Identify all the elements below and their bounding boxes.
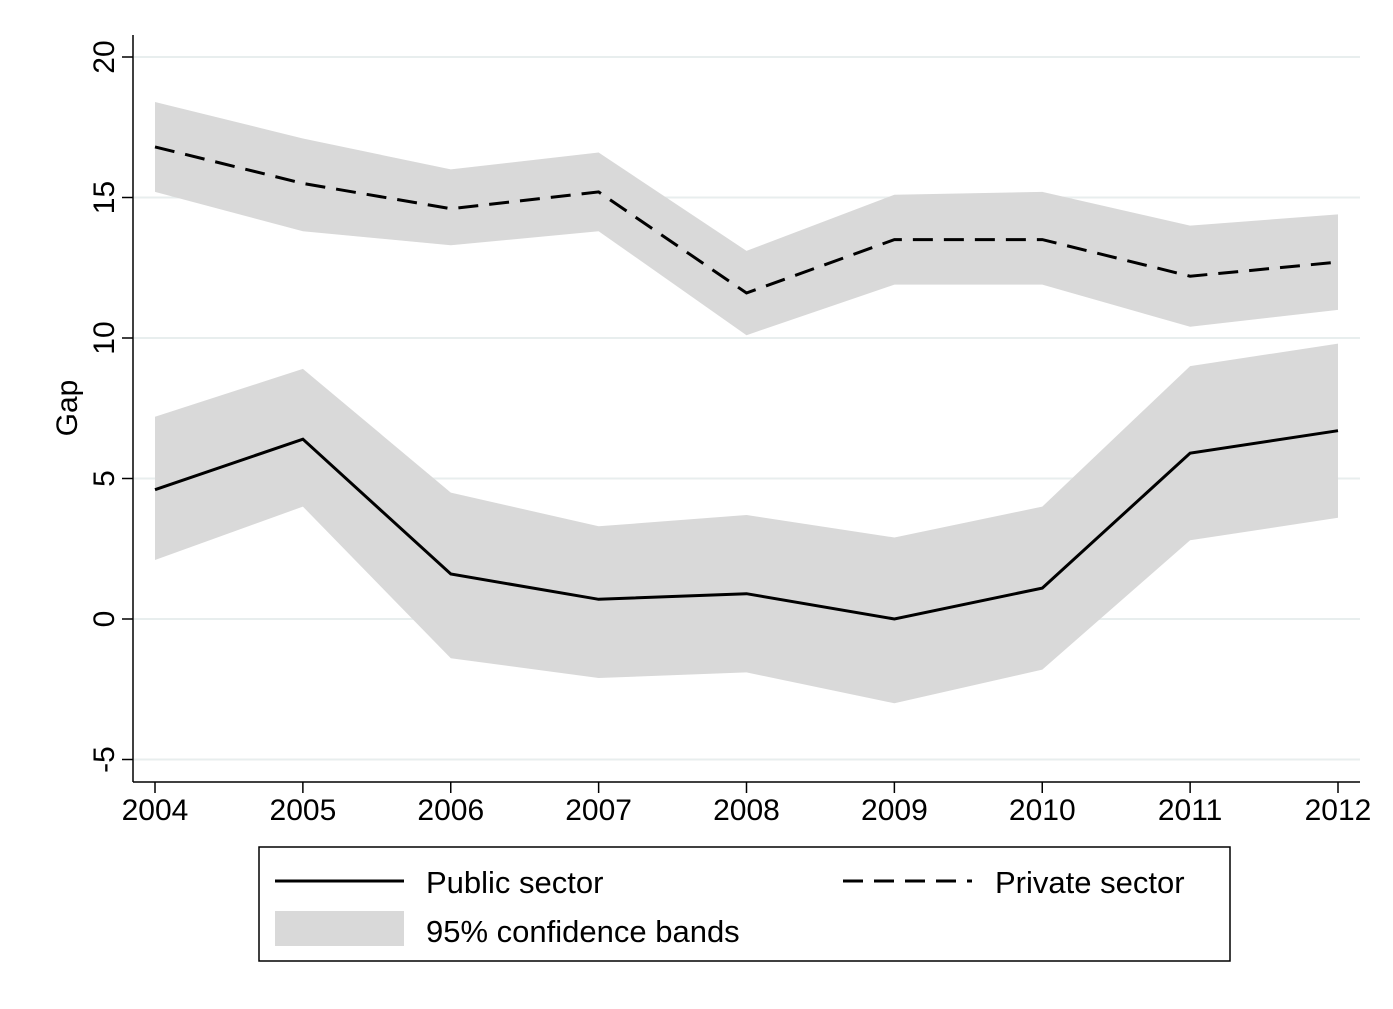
y-tick-label-15: 15 xyxy=(88,181,121,214)
x-tick-label-2004: 2004 xyxy=(122,794,189,827)
legend-private-label: Private sector xyxy=(995,865,1185,900)
x-tick-label-2012: 2012 xyxy=(1305,794,1372,827)
y-tick-labels: -5 0 5 10 15 20 xyxy=(88,40,133,773)
x-tick-label-2006: 2006 xyxy=(417,794,484,827)
x-tick-label-2009: 2009 xyxy=(861,794,928,827)
y-axis-title: Gap xyxy=(51,380,84,437)
y-tick-label-20: 20 xyxy=(88,40,121,73)
legend-box xyxy=(258,846,1231,962)
series-line-public xyxy=(154,429,1339,621)
y-tick-label-0: 0 xyxy=(88,611,121,628)
series-lines xyxy=(154,145,1339,621)
x-tick-label-2005: 2005 xyxy=(270,794,337,827)
legend-band-label: 95% confidence bands xyxy=(426,914,740,949)
legend: Public sector Private sector 95% confide… xyxy=(258,846,1231,962)
x-tick-labels: 2004 2005 2006 2007 2008 2009 2010 2011 2012 xyxy=(122,782,1372,827)
confidence-bands xyxy=(155,102,1338,704)
y-tick-label-10: 10 xyxy=(88,321,121,354)
x-tick-label-2007: 2007 xyxy=(565,794,632,827)
series-line-private xyxy=(154,145,1339,295)
legend-band-swatch xyxy=(275,911,404,946)
x-tick-label-2010: 2010 xyxy=(1009,794,1076,827)
y-tick-label-5: 5 xyxy=(88,470,121,487)
x-tick-label-2008: 2008 xyxy=(713,794,780,827)
confidence-band-private xyxy=(155,102,1338,336)
y-tick-label--5: -5 xyxy=(88,746,121,773)
confidence-band-public xyxy=(155,343,1338,704)
x-tick-label-2011: 2011 xyxy=(1158,794,1223,827)
legend-public-label: Public sector xyxy=(426,865,603,900)
